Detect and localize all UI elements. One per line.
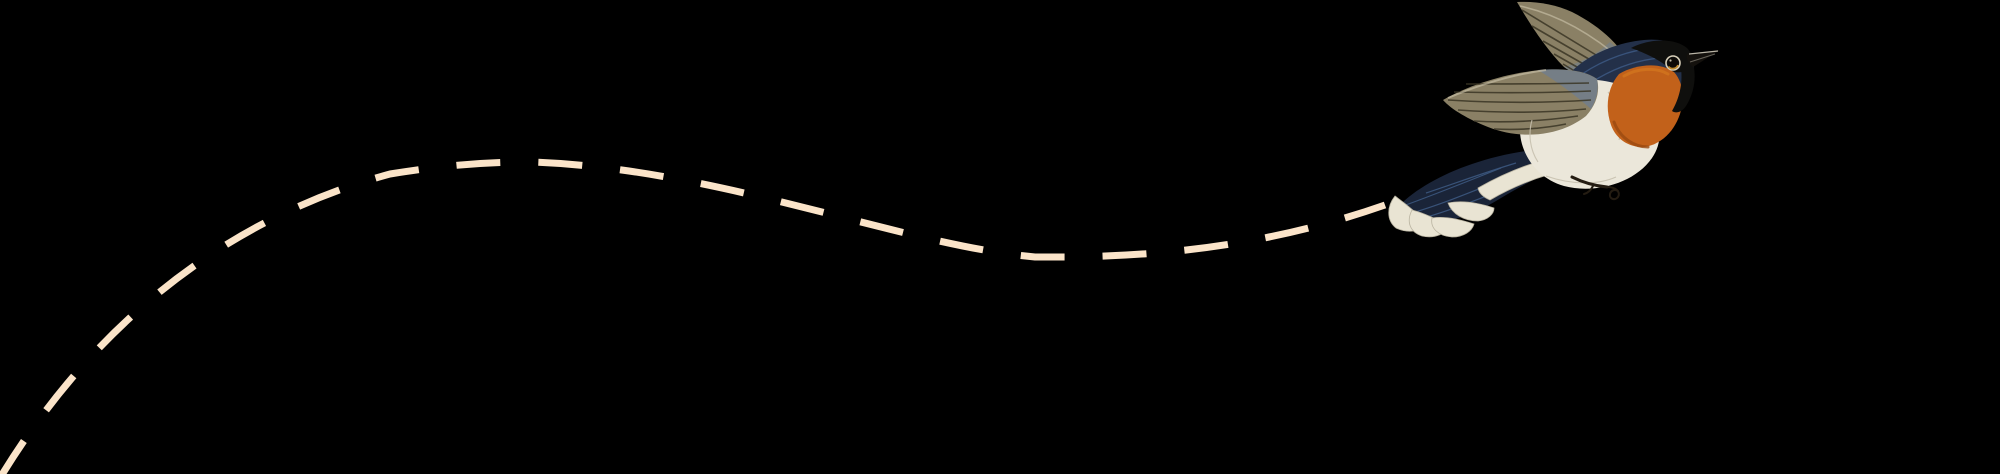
wing-streak [1473,115,1579,123]
bird-eye-iris [1667,64,1679,70]
throat-highlight [1622,67,1670,78]
tail-streak [1402,167,1502,207]
belly-shade-line [1529,119,1539,163]
wing-streak [1465,82,1590,85]
wing-streak [1493,123,1567,131]
bird-eye-ring [1665,55,1681,71]
bird-foot-toe [1583,185,1594,195]
bird-foot [1570,175,1620,201]
bird-throat-shape [1607,65,1683,148]
dashed-flight-path [0,158,1387,474]
bird-eye [1665,55,1681,71]
bird-tail-white-tips [1388,195,1495,238]
throat-shadow [1612,120,1650,149]
head-streak [1591,57,1661,83]
bird-near-wing [1443,69,1599,135]
tail-tip-feather [1447,201,1495,222]
wing-streak [1447,99,1592,104]
bird-throat [1607,65,1683,149]
wing-streak [1457,108,1587,113]
wing-streak [1453,90,1592,94]
bird-foot-limb [1570,175,1609,189]
bird-chin-stripe [1672,59,1695,113]
bird-near-wing-streaks [1447,82,1592,131]
bird-beak-top-highlight [1688,50,1719,55]
tail-tip-feather [1431,216,1475,238]
bird-beak [1686,50,1720,67]
bird-foot-curl [1606,186,1620,201]
bird-beak-mouth-line [1689,53,1716,63]
bird-near-wing-edge-highlight [1447,69,1547,99]
bird-near-wing-blue-patch [1538,69,1598,109]
bird-eye-glint [1669,59,1672,62]
bird-beak-shape [1686,50,1720,67]
tail-streak [1425,162,1517,194]
swallow-illustration [1388,1,1720,238]
